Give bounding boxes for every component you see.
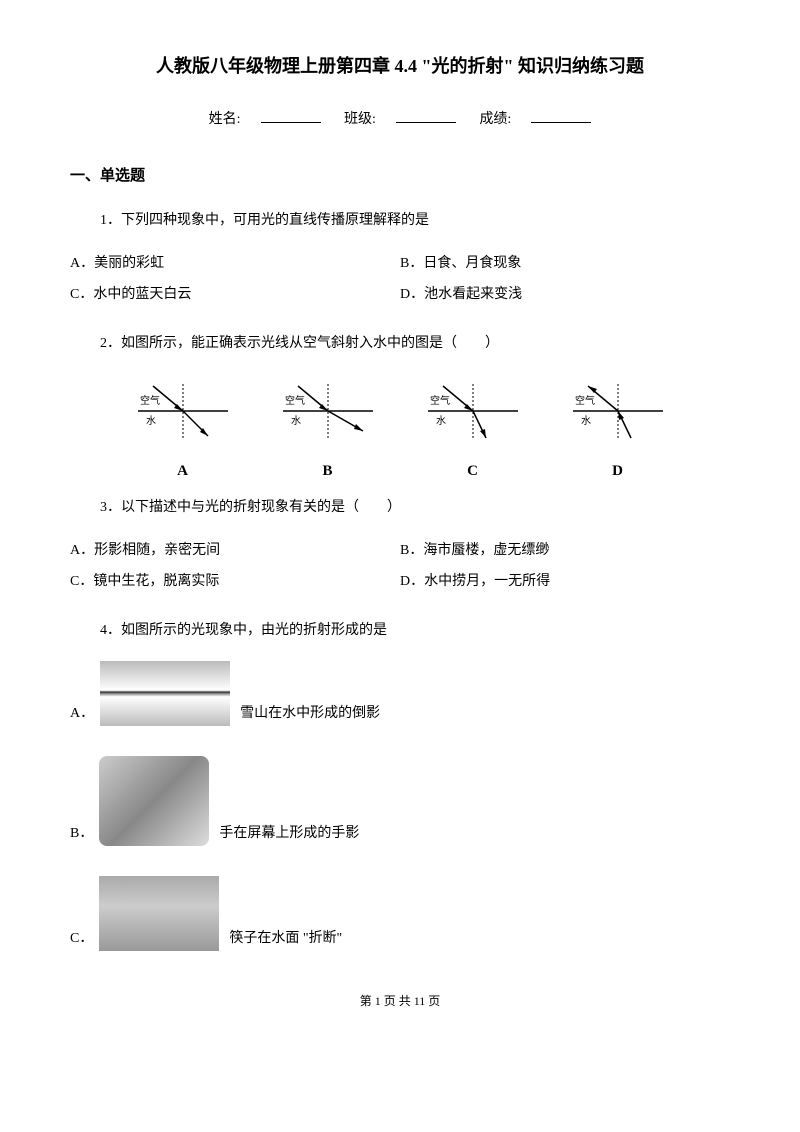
- student-info-row: 姓名: 班级: 成绩:: [70, 107, 730, 132]
- q2-diagram-row: 空气 水 A 空气 水 B 空气 水 C: [110, 376, 690, 484]
- q3-option-b: B．海市蜃楼，虚无缥缈: [400, 538, 730, 563]
- chopsticks-image: [99, 876, 219, 951]
- diagram-d: 空气 水 D: [563, 376, 673, 484]
- q4-b-text: 手在屏幕上形成的手影: [219, 821, 359, 846]
- section-1-header: 一、单选题: [70, 163, 730, 190]
- score-label: 成绩:: [479, 112, 511, 127]
- question-1: 1．下列四种现象中，可用光的直线传播原理解释的是: [70, 208, 730, 233]
- name-label: 姓名:: [209, 112, 241, 127]
- q1-option-a: A．美丽的彩虹: [70, 251, 400, 276]
- label-air: 空气: [140, 394, 160, 407]
- name-blank: [261, 122, 321, 123]
- q4-a-text: 雪山在水中形成的倒影: [240, 701, 380, 726]
- question-4: 4．如图所示的光现象中，由光的折射形成的是: [70, 618, 730, 643]
- q3-option-d: D．水中捞月，一无所得: [400, 569, 730, 594]
- class-blank: [396, 122, 456, 123]
- label-air: 空气: [285, 394, 305, 407]
- question-1-options: A．美丽的彩虹 B．日食、月食现象 C．水中的蓝天白云 D．池水看起来变浅: [70, 251, 730, 313]
- label-water: 水: [581, 415, 591, 427]
- q4-option-a: A． 雪山在水中形成的倒影: [70, 661, 730, 726]
- refraction-diagram-b: 空气 水: [273, 376, 383, 446]
- question-2: 2．如图所示，能正确表示光线从空气斜射入水中的图是（ ）: [70, 331, 730, 356]
- q4-c-label: C．: [70, 926, 93, 951]
- class-label: 班级:: [344, 112, 376, 127]
- mountain-reflection-image: [100, 661, 230, 726]
- q4-a-label: A．: [70, 701, 94, 726]
- diagram-a: 空气 水 A: [128, 376, 238, 484]
- q1-option-c: C．水中的蓝天白云: [70, 282, 400, 307]
- hand-shadow-image: [99, 756, 209, 846]
- label-water: 水: [291, 415, 301, 427]
- diagram-b-label: B: [273, 458, 383, 485]
- diagram-c-label: C: [418, 458, 528, 485]
- q3-option-a: A．形影相随，亲密无间: [70, 538, 400, 563]
- q4-b-label: B．: [70, 821, 93, 846]
- refraction-diagram-a: 空气 水: [128, 376, 238, 446]
- refraction-diagram-c: 空气 水: [418, 376, 528, 446]
- q4-option-c: C． 筷子在水面 "折断": [70, 876, 730, 951]
- page-footer: 第 1 页 共 11 页: [70, 991, 730, 1013]
- document-title: 人教版八年级物理上册第四章 4.4 "光的折射" 知识归纳练习题: [70, 50, 730, 82]
- question-3: 3．以下描述中与光的折射现象有关的是（ ）: [70, 495, 730, 520]
- refraction-diagram-d: 空气 水: [563, 376, 673, 446]
- q1-option-b: B．日食、月食现象: [400, 251, 730, 276]
- diagram-a-label: A: [128, 458, 238, 485]
- label-air: 空气: [430, 394, 450, 407]
- diagram-c: 空气 水 C: [418, 376, 528, 484]
- q4-option-b: B． 手在屏幕上形成的手影: [70, 756, 730, 846]
- label-water: 水: [146, 415, 156, 427]
- diagram-d-label: D: [563, 458, 673, 485]
- q1-option-d: D．池水看起来变浅: [400, 282, 730, 307]
- score-blank: [531, 122, 591, 123]
- q3-option-c: C．镜中生花，脱离实际: [70, 569, 400, 594]
- diagram-b: 空气 水 B: [273, 376, 383, 484]
- question-3-options: A．形影相随，亲密无间 B．海市蜃楼，虚无缥缈 C．镜中生花，脱离实际 D．水中…: [70, 538, 730, 600]
- label-air: 空气: [575, 394, 595, 407]
- q4-c-text: 筷子在水面 "折断": [229, 926, 342, 951]
- label-water: 水: [436, 415, 446, 427]
